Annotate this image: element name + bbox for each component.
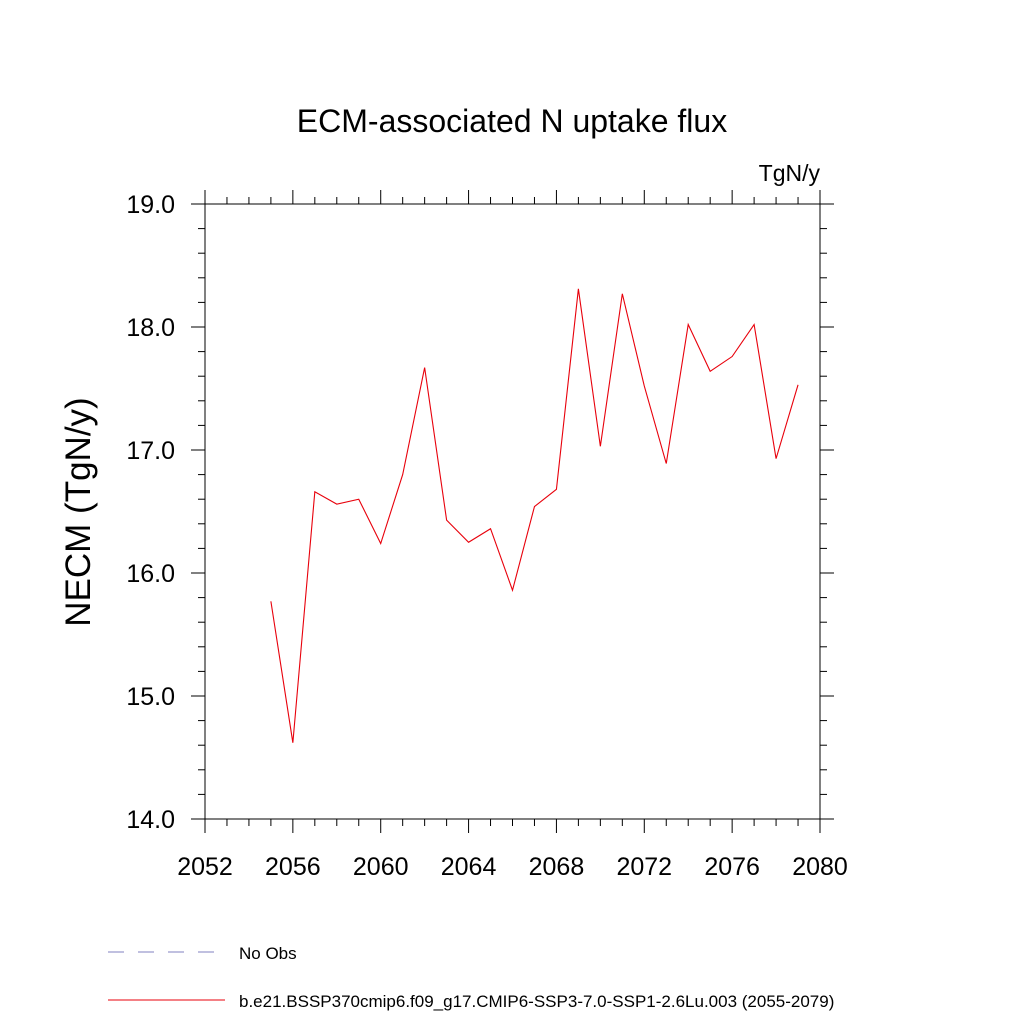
x-tick-label: 2076: [704, 853, 760, 881]
y-tick-label: 14.0: [126, 806, 175, 834]
x-tick-label: 2068: [529, 853, 585, 881]
tick-labels: 2052 2056 2060 2064 2068 2072 2076 2080 14.0 15.0…: [126, 191, 847, 881]
x-tick-label: 2072: [616, 853, 672, 881]
x-tick-label: 2064: [441, 853, 497, 881]
y-tick-label: 18.0: [126, 314, 175, 342]
x-tick-label: 2060: [353, 853, 409, 881]
series-layer: [270, 288, 799, 743]
units-label: TgN/y: [759, 160, 821, 186]
y-axis-label: NECM (TgN/y): [59, 397, 98, 626]
x-tick-label: 2056: [265, 853, 321, 881]
y-tick-label: 17.0: [126, 437, 175, 465]
x-tick-label: 2080: [792, 853, 848, 881]
y-tick-label: 19.0: [126, 191, 175, 219]
chart-title: ECM-associated N uptake flux: [297, 103, 727, 139]
y-tick-label: 15.0: [126, 683, 175, 711]
y-tick-label: 16.0: [126, 560, 175, 588]
x-tick-label: 2052: [177, 853, 233, 881]
legend: No Obs b.e21.BSSP370cmip6.f09_g17.CMIP6-…: [108, 944, 834, 1011]
legend-label-no-obs: No Obs: [239, 944, 297, 963]
series-line: [270, 288, 799, 743]
legend-label-model-run: b.e21.BSSP370cmip6.f09_g17.CMIP6-SSP3-7.…: [239, 992, 834, 1011]
axis-ticks: [191, 190, 834, 833]
plot-frame: [204, 203, 821, 820]
